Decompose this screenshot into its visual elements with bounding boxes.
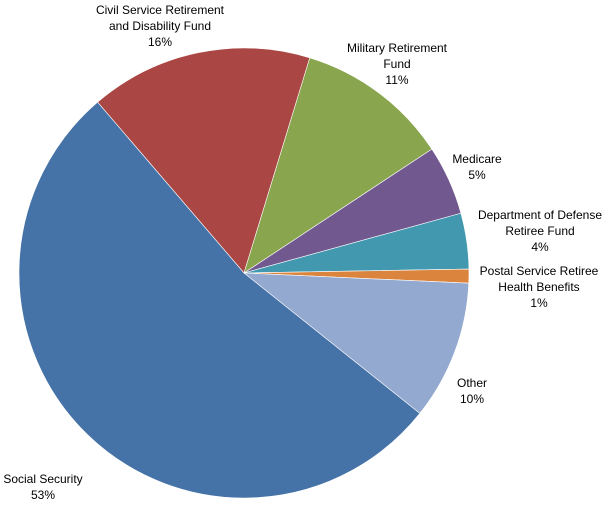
pie-slices [18, 47, 470, 499]
slice-percent: 16% [148, 35, 172, 49]
slice-label: Postal Service Retiree Health Benefits 1% [480, 264, 599, 310]
slice-military-retirement-fund [243, 57, 433, 274]
slice-label: Medicare 5% [452, 152, 502, 182]
slice-name-line: Fund [383, 57, 410, 71]
slice-percent: 53% [31, 488, 55, 502]
slice-name-line: Postal Service Retiree [480, 264, 599, 278]
slice-label: Military Retirement Fund 11% [347, 41, 448, 87]
slice-percent: 11% [385, 73, 408, 87]
slice-social-security [18, 101, 421, 499]
slice-percent: 1% [530, 296, 548, 310]
slice-name-line: Retiree Fund [505, 224, 574, 238]
slice-percent: 5% [468, 168, 486, 182]
slice-percent: 4% [531, 240, 549, 254]
slice-other [243, 272, 470, 414]
slice-label: Social Security 53% [3, 472, 82, 502]
slice-label: Department of Defense Retiree Fund 4% [478, 208, 602, 254]
slice-name-line: Military Retirement [347, 41, 448, 55]
slice-name-line: Department of Defense [478, 208, 602, 222]
slice-name-line: Social Security [3, 472, 82, 486]
slice-name-line: Other [457, 376, 487, 390]
slice-name-line: Medicare [452, 152, 502, 166]
slice-labels: Civil Service Retirement and Disability F… [3, 3, 602, 502]
slice-name-line: and Disability Fund [109, 19, 211, 33]
slice-name-line: Civil Service Retirement [96, 3, 225, 17]
slice-label: Civil Service Retirement and Disability F… [96, 3, 225, 49]
slice-percent: 10% [460, 392, 484, 406]
slice-label: Other 10% [457, 376, 487, 406]
slice-civil-service-retirement-and-disability-fund [97, 47, 311, 274]
slice-name-line: Health Benefits [498, 280, 579, 294]
